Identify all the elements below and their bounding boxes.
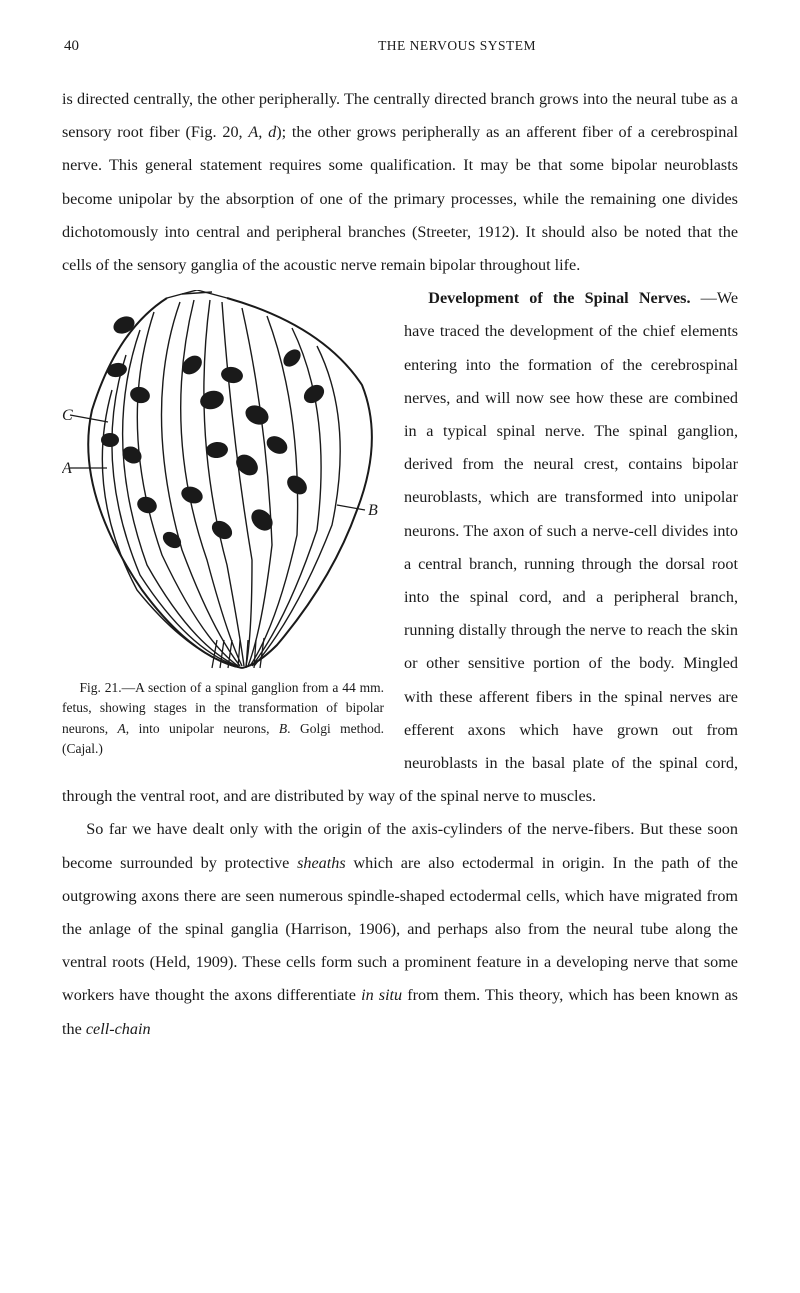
text-span: which are also ectodermal in origin. In … — [62, 854, 738, 1005]
caption-text: , into unipolar neurons, — [126, 721, 279, 736]
page-number: 40 — [64, 38, 79, 55]
page-header: 40 THE NERVOUS SYSTEM — [62, 38, 738, 55]
section-heading: Development of the Spinal Nerves. — [428, 289, 690, 307]
caption-ref-A: A — [118, 721, 126, 736]
caption-ref-B: B — [279, 721, 287, 736]
figure-block: C A B Fig. 21.—A section of a spinal gan… — [62, 290, 384, 759]
figure-label-C: C — [62, 407, 73, 424]
figure-caption: Fig. 21.—A section of a spinal ganglion … — [62, 678, 384, 759]
figure-label-B: B — [368, 502, 378, 519]
page-body: is directed centrally, the other periphe… — [62, 83, 738, 1046]
paragraph-1: is directed centrally, the other periphe… — [62, 83, 738, 282]
italic-term-cell-chain: cell-chain — [86, 1020, 151, 1038]
figure-reference: A, d — [248, 123, 276, 141]
paragraph-3: So far we have dealt only with the origi… — [62, 813, 738, 1045]
figure-21-illustration: C A B — [62, 290, 384, 670]
figure-label-A: A — [62, 460, 72, 477]
running-title: THE NERVOUS SYSTEM — [378, 38, 536, 54]
italic-term-sheaths: sheaths — [297, 854, 346, 872]
ganglion-diagram: C A B — [62, 290, 384, 670]
italic-term-in-situ: in situ — [361, 986, 402, 1004]
text-span: ); the other grows peripherally as an af… — [62, 123, 738, 274]
